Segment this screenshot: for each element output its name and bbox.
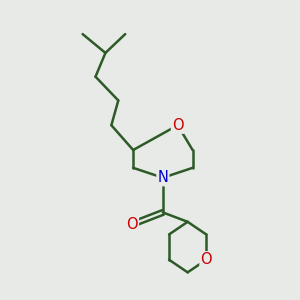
Text: N: N [158,170,168,185]
Text: O: O [172,118,184,133]
Text: O: O [126,217,138,232]
Text: O: O [200,252,212,267]
